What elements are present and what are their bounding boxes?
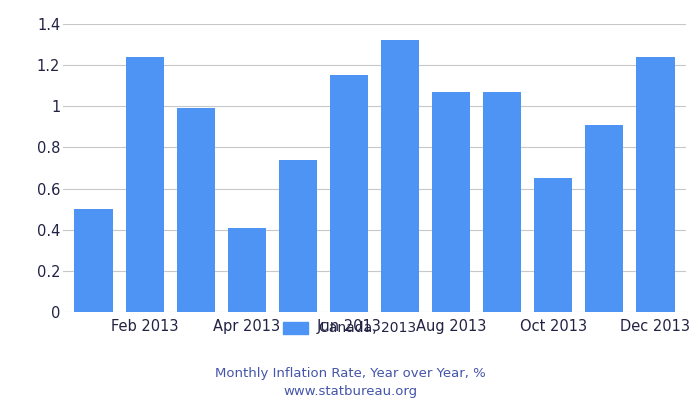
Bar: [381, 40, 419, 312]
Bar: [483, 92, 522, 312]
Bar: [125, 57, 164, 312]
Bar: [330, 76, 368, 312]
Legend: Canada, 2013: Canada, 2013: [278, 316, 422, 341]
Bar: [534, 178, 573, 312]
Bar: [636, 57, 675, 312]
Bar: [228, 228, 266, 312]
Text: www.statbureau.org: www.statbureau.org: [283, 386, 417, 398]
Bar: [176, 108, 215, 312]
Bar: [585, 125, 624, 312]
Bar: [74, 209, 113, 312]
Bar: [279, 160, 317, 312]
Bar: [432, 92, 470, 312]
Text: Monthly Inflation Rate, Year over Year, %: Monthly Inflation Rate, Year over Year, …: [215, 368, 485, 380]
